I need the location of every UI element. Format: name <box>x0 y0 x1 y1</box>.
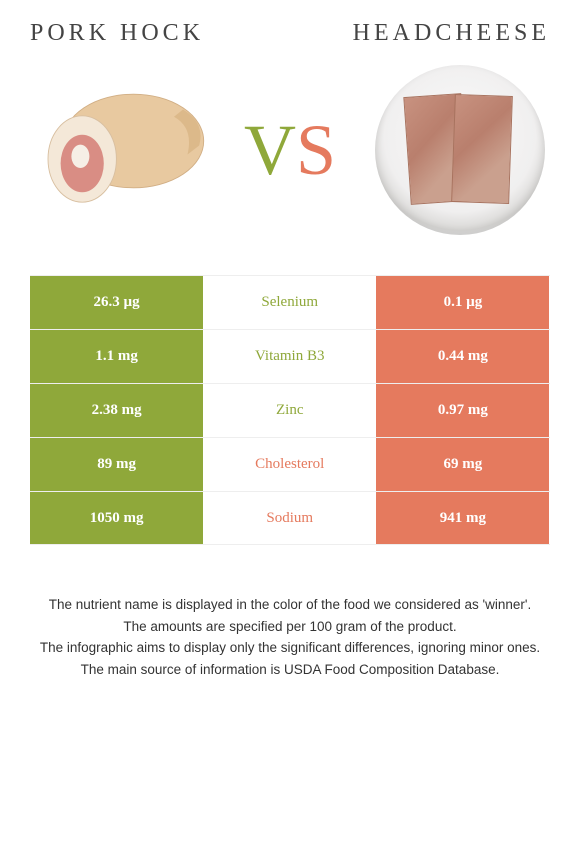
headcheese-icon <box>375 65 545 235</box>
value-left: 26.3 µg <box>30 276 203 329</box>
value-right: 0.97 mg <box>376 384 549 437</box>
table-row: 1050 mgSodium941 mg <box>30 491 550 545</box>
footer-line: The infographic aims to display only the… <box>34 638 546 658</box>
value-right: 0.44 mg <box>376 330 549 383</box>
nutrient-name: Cholesterol <box>203 438 376 491</box>
footer-line: The amounts are specified per 100 gram o… <box>34 617 546 637</box>
vs-s: S <box>296 110 336 190</box>
value-left: 2.38 mg <box>30 384 203 437</box>
footer-line: The nutrient name is displayed in the co… <box>34 595 546 615</box>
food-title-right: Headcheese <box>353 20 550 47</box>
value-right: 941 mg <box>376 492 549 544</box>
titles-row: Pork hock Headcheese <box>30 20 550 47</box>
footer-notes: The nutrient name is displayed in the co… <box>30 595 550 679</box>
food-image-left <box>30 60 210 240</box>
table-row: 26.3 µgSelenium0.1 µg <box>30 275 550 329</box>
food-image-right <box>370 60 550 240</box>
table-row: 1.1 mgVitamin B30.44 mg <box>30 329 550 383</box>
table-row: 89 mgCholesterol69 mg <box>30 437 550 491</box>
value-right: 69 mg <box>376 438 549 491</box>
infographic: Pork hock Headcheese VS 26.3 µgSelenium0… <box>0 0 580 701</box>
food-title-left: Pork hock <box>30 20 204 47</box>
footer-line: The main source of information is USDA F… <box>34 660 546 680</box>
value-left: 1050 mg <box>30 492 203 544</box>
value-left: 1.1 mg <box>30 330 203 383</box>
nutrient-name: Vitamin B3 <box>203 330 376 383</box>
vs-label: VS <box>244 109 336 192</box>
value-left: 89 mg <box>30 438 203 491</box>
nutrient-name: Zinc <box>203 384 376 437</box>
value-right: 0.1 µg <box>376 276 549 329</box>
nutrient-name: Sodium <box>203 492 376 544</box>
nutrient-name: Selenium <box>203 276 376 329</box>
nutrient-table: 26.3 µgSelenium0.1 µg1.1 mgVitamin B30.4… <box>30 275 550 545</box>
table-row: 2.38 mgZinc0.97 mg <box>30 383 550 437</box>
pork-hock-icon <box>30 70 210 230</box>
vs-v: V <box>244 110 296 190</box>
images-row: VS <box>30 55 550 245</box>
